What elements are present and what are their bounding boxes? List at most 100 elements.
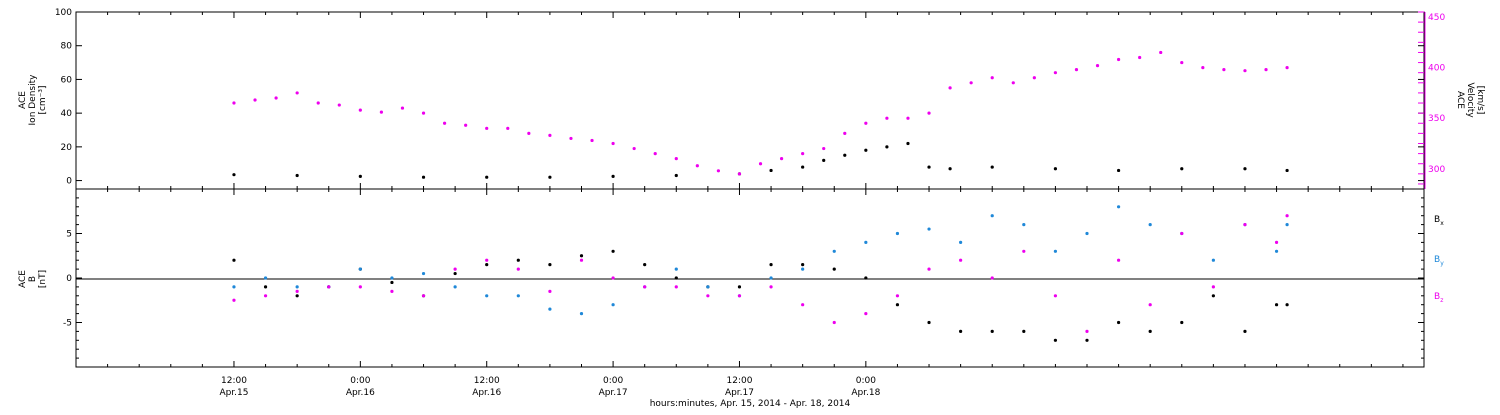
bz-point	[327, 285, 331, 289]
bx-point	[1148, 329, 1152, 333]
bz-point	[421, 294, 426, 298]
by-point	[1085, 231, 1089, 236]
bx-point	[453, 271, 457, 276]
velocity-ylabel-line3: [km/s]	[1475, 86, 1485, 115]
velocity-point	[716, 169, 721, 173]
bz-point	[643, 285, 647, 289]
by-point	[516, 294, 520, 298]
bx-point	[1085, 338, 1089, 342]
velocity-point	[1201, 66, 1205, 70]
velocity-point	[358, 108, 362, 112]
velocity-point	[1032, 76, 1036, 80]
bz-point	[1243, 223, 1247, 227]
bx-point	[864, 276, 868, 280]
x-tick-date: Apr.15	[219, 388, 248, 398]
bz-point	[864, 312, 868, 316]
by-point	[390, 276, 394, 280]
velocity-point	[1095, 64, 1100, 68]
top-y-axis: 0 20 40 60 80 100	[55, 8, 1424, 187]
velocity-point	[632, 146, 636, 151]
by-point	[611, 303, 615, 307]
density-point	[232, 173, 236, 177]
density-point	[358, 174, 362, 178]
b-ylabel-line1: ACE	[18, 270, 28, 288]
by-point	[453, 285, 457, 289]
by-point	[485, 294, 489, 298]
velocity-point	[758, 162, 763, 166]
velocity-point	[274, 96, 278, 100]
density-point	[421, 175, 426, 179]
bz-point	[1148, 303, 1152, 307]
by-point	[1211, 258, 1215, 262]
density-point	[1243, 167, 1247, 171]
by-point	[674, 267, 678, 271]
velocity-point	[885, 116, 889, 120]
bottom-panel-frame	[75, 188, 1425, 368]
by-point	[832, 249, 836, 253]
velocity-point	[906, 116, 910, 120]
bz-point	[801, 303, 805, 307]
bx-point	[895, 303, 900, 307]
bx-point	[1285, 303, 1289, 307]
velocity-point	[421, 111, 426, 115]
by-point	[1022, 223, 1026, 227]
bz-point	[706, 294, 710, 298]
velocity-point	[548, 133, 552, 137]
velocity-point	[611, 141, 615, 146]
bz-point	[769, 285, 773, 289]
x-tick-date: Apr.17	[725, 388, 754, 398]
velocity-point	[843, 131, 847, 135]
velocity-point	[927, 111, 931, 115]
velocity-point	[442, 121, 447, 125]
density-point	[1053, 167, 1058, 171]
velocity-point	[969, 81, 973, 85]
density-point	[822, 158, 826, 162]
velocity-point	[485, 126, 489, 130]
density-point	[485, 175, 489, 179]
bz-point	[959, 258, 963, 262]
velocity-point	[1138, 55, 1142, 60]
bz-point	[832, 320, 836, 325]
right-y-axis: 300 350 400 450	[1418, 11, 1445, 189]
velocity-point	[379, 110, 384, 114]
density-point	[990, 165, 994, 169]
by-point	[263, 276, 268, 280]
bz-point	[295, 289, 299, 293]
x-tick-date: Apr.16	[472, 388, 501, 398]
density-point	[843, 153, 847, 157]
bz-point	[1022, 249, 1026, 253]
by-point	[990, 214, 994, 218]
x-tick-time: 0:00	[603, 376, 623, 386]
velocity-point	[864, 121, 868, 125]
density-point	[674, 173, 678, 178]
legend-bx: Bx	[1434, 215, 1444, 227]
density-point	[885, 145, 889, 149]
bx-point	[1211, 294, 1215, 298]
velocity-point	[822, 146, 826, 151]
bx-point	[801, 263, 805, 267]
legend-bz: Bz	[1434, 292, 1443, 304]
x-axis-label: hours:minutes, Apr. 15, 2014 - Apr. 18, …	[650, 399, 851, 409]
data-points	[232, 50, 1289, 342]
bz-point	[579, 258, 584, 262]
by-point	[295, 285, 299, 289]
by-point	[895, 231, 900, 236]
top-ytick-label: 80	[61, 42, 73, 52]
bx-point	[1243, 329, 1247, 333]
bottom-y-axis: -5 0 5	[63, 188, 1424, 368]
by-point	[1148, 223, 1152, 227]
velocity-ylabel-line1: ACE	[1455, 91, 1465, 109]
velocity-point	[1011, 81, 1015, 85]
top-ytick-label: 100	[55, 8, 72, 18]
velocity-point	[695, 164, 699, 168]
bx-point	[548, 263, 552, 267]
x-tick-date: Apr.17	[599, 388, 628, 398]
bx-point	[737, 285, 742, 289]
bx-point	[927, 320, 931, 325]
velocity-point	[400, 106, 405, 110]
density-ylabel-line3: [cm⁻³]	[38, 85, 48, 114]
bz-point	[548, 289, 552, 293]
velocity-point	[464, 123, 468, 127]
bz-point	[737, 294, 742, 298]
bz-point	[674, 285, 678, 289]
